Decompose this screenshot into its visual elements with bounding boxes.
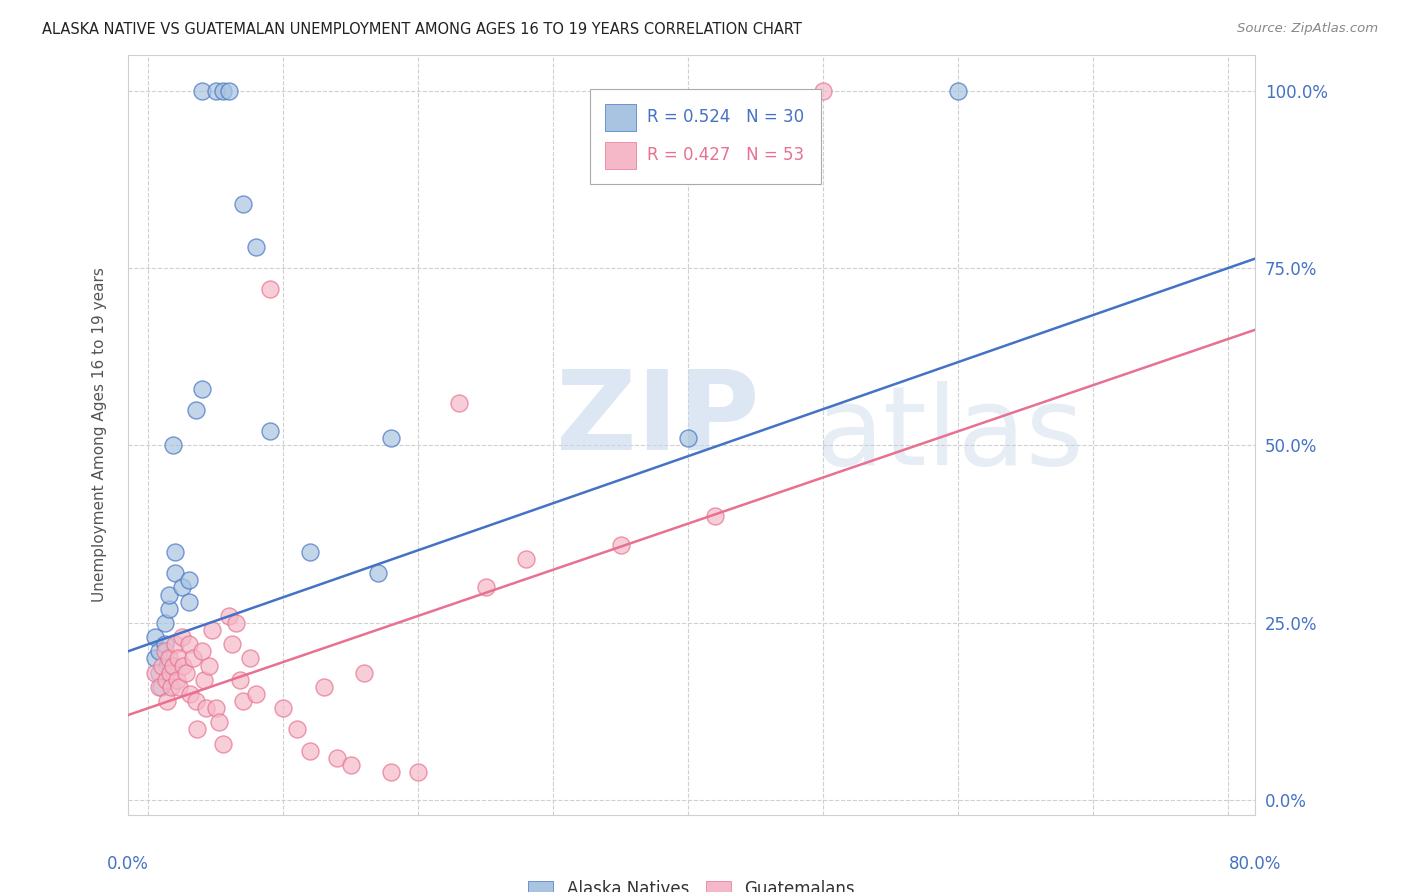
Point: [143, 651, 166, 665]
Point: [184, 403, 207, 417]
FancyBboxPatch shape: [605, 103, 637, 131]
FancyBboxPatch shape: [591, 89, 821, 185]
Point: [155, 673, 177, 687]
Point: [162, 438, 184, 452]
Point: [160, 680, 183, 694]
Point: [245, 240, 267, 254]
Point: [157, 588, 180, 602]
Point: [159, 665, 181, 680]
Point: [148, 644, 170, 658]
Point: [232, 694, 254, 708]
Point: [191, 84, 214, 98]
Text: R = 0.427   N = 53: R = 0.427 N = 53: [647, 146, 804, 164]
Point: [676, 431, 699, 445]
Point: [162, 658, 184, 673]
Point: [239, 651, 262, 665]
Point: [173, 658, 195, 673]
Point: [326, 751, 349, 765]
Point: [245, 687, 267, 701]
Point: [946, 84, 969, 98]
Point: [193, 673, 215, 687]
Point: [177, 594, 200, 608]
Point: [609, 538, 631, 552]
Point: [299, 545, 322, 559]
Point: [177, 574, 200, 588]
Point: [153, 644, 176, 658]
Point: [143, 665, 166, 680]
Point: [166, 673, 188, 687]
Point: [225, 615, 247, 630]
FancyBboxPatch shape: [605, 142, 637, 169]
Point: [447, 396, 470, 410]
Point: [177, 637, 200, 651]
Point: [353, 665, 375, 680]
Point: [273, 701, 295, 715]
Point: [811, 84, 834, 98]
Point: [172, 581, 194, 595]
Point: [191, 382, 214, 396]
Point: [259, 425, 281, 439]
Point: [211, 737, 233, 751]
Point: [165, 566, 187, 581]
Point: [179, 687, 201, 701]
Point: [205, 84, 228, 98]
Point: [165, 637, 187, 651]
Point: [186, 723, 208, 737]
Point: [232, 197, 254, 211]
Text: atlas: atlas: [815, 382, 1084, 488]
Point: [367, 566, 389, 581]
Point: [153, 615, 176, 630]
Point: [169, 680, 191, 694]
Point: [156, 694, 179, 708]
Point: [157, 601, 180, 615]
Point: [150, 658, 173, 673]
Point: [195, 701, 218, 715]
Point: [207, 715, 229, 730]
Point: [312, 680, 335, 694]
Point: [285, 723, 308, 737]
Point: [221, 637, 243, 651]
Point: [475, 581, 498, 595]
Point: [205, 701, 228, 715]
Point: [167, 651, 190, 665]
Point: [143, 630, 166, 644]
Point: [299, 744, 322, 758]
Point: [380, 431, 402, 445]
Point: [172, 630, 194, 644]
Point: [380, 764, 402, 779]
Point: [148, 665, 170, 680]
Point: [157, 651, 180, 665]
Text: 0.0%: 0.0%: [107, 855, 149, 872]
Point: [229, 673, 252, 687]
Point: [191, 644, 214, 658]
Legend: Alaska Natives, Guatemalans: Alaska Natives, Guatemalans: [522, 873, 862, 892]
Point: [153, 637, 176, 651]
Point: [340, 757, 363, 772]
Point: [408, 764, 430, 779]
Point: [218, 84, 240, 98]
Text: 80.0%: 80.0%: [1229, 855, 1281, 872]
Point: [181, 651, 204, 665]
Point: [184, 694, 207, 708]
Text: ZIP: ZIP: [557, 366, 759, 473]
Point: [148, 680, 170, 694]
Point: [211, 84, 233, 98]
Point: [156, 658, 179, 673]
Point: [259, 282, 281, 296]
Point: [704, 509, 727, 524]
Point: [515, 552, 537, 566]
Y-axis label: Unemployment Among Ages 16 to 19 years: Unemployment Among Ages 16 to 19 years: [93, 268, 107, 602]
Text: ALASKA NATIVE VS GUATEMALAN UNEMPLOYMENT AMONG AGES 16 TO 19 YEARS CORRELATION C: ALASKA NATIVE VS GUATEMALAN UNEMPLOYMENT…: [42, 22, 801, 37]
Point: [149, 680, 172, 694]
Point: [218, 608, 240, 623]
Point: [201, 623, 224, 637]
Text: R = 0.524   N = 30: R = 0.524 N = 30: [647, 109, 804, 127]
Point: [198, 658, 221, 673]
Point: [165, 545, 187, 559]
Text: Source: ZipAtlas.com: Source: ZipAtlas.com: [1237, 22, 1378, 36]
Point: [174, 665, 197, 680]
